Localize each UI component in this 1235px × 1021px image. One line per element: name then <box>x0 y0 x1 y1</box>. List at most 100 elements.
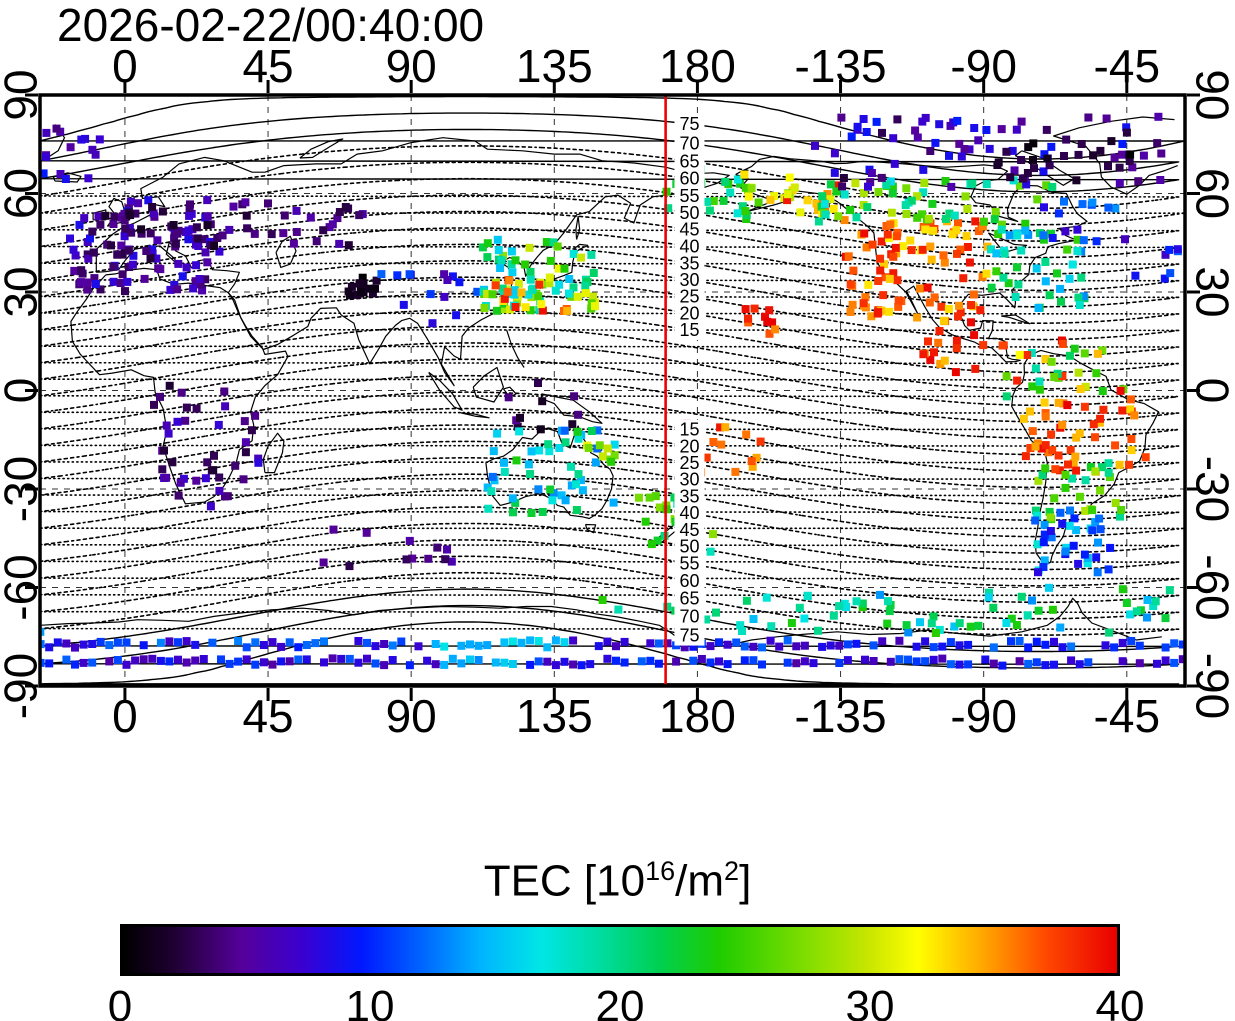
tec-measurement <box>1080 349 1089 358</box>
tec-measurement <box>569 283 578 292</box>
tec-measurement <box>397 637 406 646</box>
tec-measurement <box>1021 219 1030 228</box>
tec-measurement <box>670 493 679 502</box>
tec-measurement <box>153 236 162 245</box>
tec-measurement <box>672 657 681 666</box>
tec-measurement <box>162 473 171 482</box>
tec-measurement <box>783 190 792 199</box>
tec-measurement <box>526 636 535 645</box>
contour-label: 55 <box>679 186 699 206</box>
tec-measurement <box>1002 619 1011 627</box>
tec-measurement <box>869 641 878 650</box>
tec-measurement <box>184 235 193 244</box>
tec-measurement <box>156 392 164 401</box>
tec-measurement <box>930 293 939 302</box>
tec-measurement <box>572 506 581 514</box>
tec-measurement <box>591 302 599 311</box>
tec-measurement <box>918 245 927 254</box>
coastline-path <box>40 597 1162 648</box>
tec-measurement <box>1047 229 1056 238</box>
tec-measurement <box>491 658 500 667</box>
tec-measurement <box>483 239 492 248</box>
contour-label-bg <box>674 625 705 646</box>
tec-measurement <box>697 655 706 663</box>
tec-measurement <box>40 658 45 667</box>
tec-measurement <box>124 246 133 255</box>
lon-axis-label-bottom: -45 <box>1094 690 1160 742</box>
contour-line <box>40 227 1180 292</box>
tec-measurement <box>1065 351 1074 360</box>
colorbar-tick-label: 40 <box>1095 982 1145 1021</box>
tec-measurement <box>1005 231 1014 240</box>
tec-measurement <box>96 637 105 646</box>
tec-measurement <box>121 224 130 233</box>
tec-measurement <box>158 465 167 474</box>
tec-measurement <box>589 269 598 277</box>
tec-measurement <box>277 657 286 666</box>
tec-measurement <box>1084 658 1093 667</box>
tec-measurement <box>535 446 544 455</box>
tec-measurement <box>881 273 890 282</box>
tec-measurement <box>117 241 126 250</box>
tec-measurement <box>985 144 994 153</box>
tec-measurement <box>1071 452 1080 461</box>
tec-measurement <box>940 356 949 365</box>
contour-label: 70 <box>679 606 699 626</box>
tec-measurement <box>916 284 924 293</box>
tec-measurement <box>192 476 201 485</box>
tec-measurement <box>946 660 955 669</box>
contour-label: 45 <box>679 520 699 540</box>
tec-measurement <box>126 197 135 206</box>
tec-measurement <box>747 184 756 193</box>
lon-axis-label-bottom: 45 <box>242 690 293 742</box>
tec-measurement <box>1101 641 1110 650</box>
tec-measurement <box>1067 656 1076 665</box>
tec-measurement <box>846 280 855 289</box>
tec-measurement <box>423 656 432 665</box>
tec-measurement <box>952 344 961 353</box>
tec-measurement <box>174 259 183 268</box>
tec-measurement <box>239 475 248 484</box>
tec-measurement <box>1153 659 1161 668</box>
tec-measurement <box>69 245 78 254</box>
tec-measurement <box>581 289 590 298</box>
tec-measurement <box>1056 284 1065 293</box>
tec-measurement <box>1024 659 1033 668</box>
tec-measurement <box>926 242 935 251</box>
tec-measurement <box>1048 605 1057 614</box>
tec-measurement <box>747 457 756 466</box>
tec-measurement <box>148 249 157 258</box>
tec-measurement <box>736 179 745 188</box>
tec-measurement <box>560 657 569 666</box>
tec-measurement <box>570 392 579 401</box>
tec-measurement <box>1035 385 1044 394</box>
tec-measurement <box>1058 372 1067 381</box>
tec-measurement <box>911 126 920 135</box>
tec-measurement <box>1032 637 1041 646</box>
tec-measurement <box>894 296 903 305</box>
tec-measurement <box>254 458 263 467</box>
tec-measurement <box>1006 173 1015 182</box>
tec-measurement <box>88 145 97 154</box>
tec-measurement <box>1033 511 1042 520</box>
tec-measurement <box>431 640 440 648</box>
tec-measurement <box>790 183 799 192</box>
tec-measurement <box>160 446 168 455</box>
contour-label: 70 <box>679 133 699 153</box>
tec-measurement <box>279 229 288 238</box>
tec-measurement <box>448 654 457 663</box>
tec-measurement <box>930 348 938 357</box>
tec-measurement <box>164 429 173 438</box>
tec-measurement <box>536 425 545 434</box>
tec-measurement <box>177 388 186 397</box>
contour-label: 50 <box>679 203 699 223</box>
tec-measurement <box>771 325 780 334</box>
tec-measurement <box>1073 246 1082 255</box>
tec-measurement <box>1069 459 1078 467</box>
lat-axis-label-left: -60 <box>0 554 47 620</box>
coastline-path <box>541 393 603 424</box>
tec-measurement <box>901 201 910 210</box>
tec-measurement <box>1078 200 1087 209</box>
tec-measurement <box>513 422 522 431</box>
tec-measurement <box>1125 157 1134 166</box>
